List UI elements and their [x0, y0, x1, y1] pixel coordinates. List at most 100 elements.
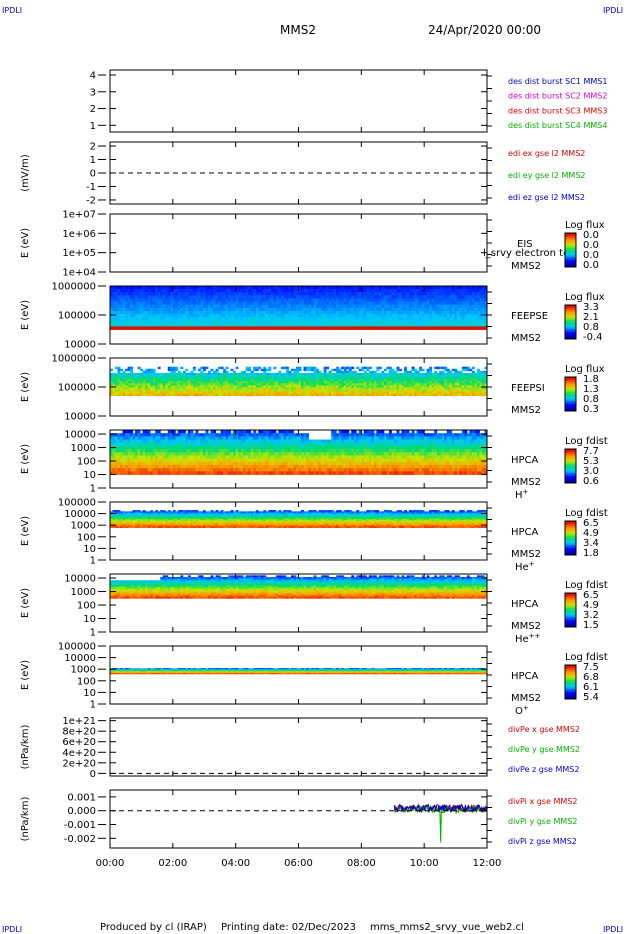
- spectrogram-cell: [449, 383, 453, 386]
- spectrogram-cell: [165, 320, 169, 324]
- spectrogram-cell: [240, 471, 244, 475]
- spectrogram-cell: [316, 301, 319, 306]
- spectrogram-cell: [469, 379, 473, 382]
- spectrogram-cell: [446, 391, 450, 395]
- spectrogram-cell: [293, 374, 297, 378]
- spectrogram-cell: [336, 323, 340, 327]
- spectrogram-cell: [351, 393, 355, 397]
- spectrogram-cell: [250, 323, 254, 327]
- spectrogram-cell: [263, 286, 267, 290]
- spectrogram-cell: [381, 301, 385, 306]
- spectrogram-cell: [130, 298, 134, 302]
- spectrogram-cell: [338, 310, 342, 315]
- spectrogram-cell: [238, 323, 242, 327]
- spectrogram-cell: [426, 391, 430, 395]
- spectrogram-cell: [172, 458, 176, 463]
- spectrogram-cell: [130, 381, 134, 384]
- spectrogram-cell: [275, 387, 279, 390]
- spectrogram-cell: [378, 320, 382, 324]
- spectrogram-cell: [306, 320, 309, 324]
- spectrogram-cell: [441, 383, 445, 386]
- spectrogram-cell: [326, 391, 330, 395]
- spectrogram-cell: [145, 289, 149, 293]
- spectrogram-cell: [371, 374, 375, 378]
- spectrogram-cell: [240, 430, 244, 434]
- spectrogram-cell: [293, 313, 297, 318]
- spectrogram-cell: [270, 301, 274, 306]
- spectrogram-cell: [208, 374, 211, 378]
- spectrogram-cell: [336, 391, 340, 395]
- spectrogram-cell: [218, 381, 221, 384]
- spectrogram-cell: [213, 301, 216, 306]
- spectrogram-cell: [263, 301, 267, 306]
- spectrogram-cell: [165, 391, 169, 395]
- spectrogram-cell: [162, 323, 166, 327]
- spectrogram-cell: [298, 326, 302, 330]
- spectrogram-cell: [248, 292, 252, 296]
- spectrogram-cell: [439, 370, 443, 374]
- spectrogram-cell: [150, 295, 154, 299]
- spectrogram-cell: [391, 310, 395, 315]
- spectrogram-cell: [429, 289, 433, 293]
- spectrogram-cell: [434, 372, 438, 376]
- spectrogram-cell: [122, 439, 126, 444]
- spectrogram-cell: [421, 393, 425, 397]
- spectrogram-cell: [301, 292, 304, 296]
- spectrogram-cell: [228, 452, 232, 456]
- spectrogram-cell: [376, 366, 380, 370]
- spectrogram-cell: [150, 452, 154, 456]
- spectrogram-cell: [248, 468, 252, 472]
- spectrogram-cell: [230, 307, 234, 312]
- spectrogram-cell: [177, 449, 181, 453]
- spectrogram-cell: [253, 430, 257, 434]
- spectrogram-cell: [202, 295, 206, 299]
- spectrogram-cell: [298, 323, 302, 327]
- spectrogram-cell: [170, 301, 174, 306]
- spectrogram-cell: [419, 313, 423, 318]
- spectrogram-cell: [225, 377, 229, 380]
- colorbar-segment: [565, 234, 576, 237]
- spectrogram-cell: [157, 286, 161, 290]
- spectrogram-cell: [411, 298, 415, 302]
- spectrogram-cell: [341, 310, 345, 315]
- spectrogram-cell: [318, 286, 322, 290]
- spectrogram-cell: [431, 301, 435, 306]
- spectrogram-cell: [230, 436, 234, 440]
- spectrogram-cell: [270, 310, 274, 315]
- spectrogram-cell: [303, 320, 307, 324]
- spectrogram-cell: [464, 368, 468, 372]
- spectrogram-cell: [157, 323, 161, 327]
- spectrogram-cell: [476, 393, 480, 397]
- spectrogram-cell: [283, 310, 287, 315]
- spectrogram-cell: [167, 449, 171, 453]
- colorbar-segment: [565, 243, 576, 246]
- colorbar-segment: [565, 380, 576, 383]
- spectrogram-cell: [308, 383, 312, 386]
- spectrogram-cell: [386, 379, 390, 382]
- spectrogram-cell: [220, 377, 224, 380]
- spectrogram-cell: [343, 292, 347, 296]
- spectrogram-cell: [265, 295, 269, 299]
- spectrogram-cell: [285, 317, 289, 321]
- spectrogram-cell: [444, 304, 448, 309]
- spectrogram-cell: [439, 304, 443, 309]
- spectrogram-cell: [162, 313, 166, 318]
- spectrogram-cell: [112, 301, 116, 306]
- spectrogram-cell: [469, 385, 473, 388]
- spectrogram-cell: [243, 471, 247, 475]
- spectrogram-cell: [373, 323, 377, 327]
- spectrogram-cell: [411, 393, 415, 397]
- spectrogram-cell: [303, 298, 307, 302]
- spectrogram-cell: [288, 383, 292, 386]
- spectrogram-cell: [238, 391, 242, 395]
- spectrogram-cell: [368, 387, 372, 390]
- spectrogram-cell: [469, 298, 473, 302]
- spectrogram-cell: [260, 393, 264, 397]
- spectrogram-cell: [464, 317, 468, 321]
- spectrogram-cell: [346, 385, 350, 388]
- spectrogram-cell: [235, 366, 239, 370]
- spectrogram-cell: [471, 289, 475, 293]
- spectrogram-cell: [333, 326, 337, 330]
- spectrogram-cell: [268, 292, 272, 296]
- spectrogram-cell: [150, 379, 154, 382]
